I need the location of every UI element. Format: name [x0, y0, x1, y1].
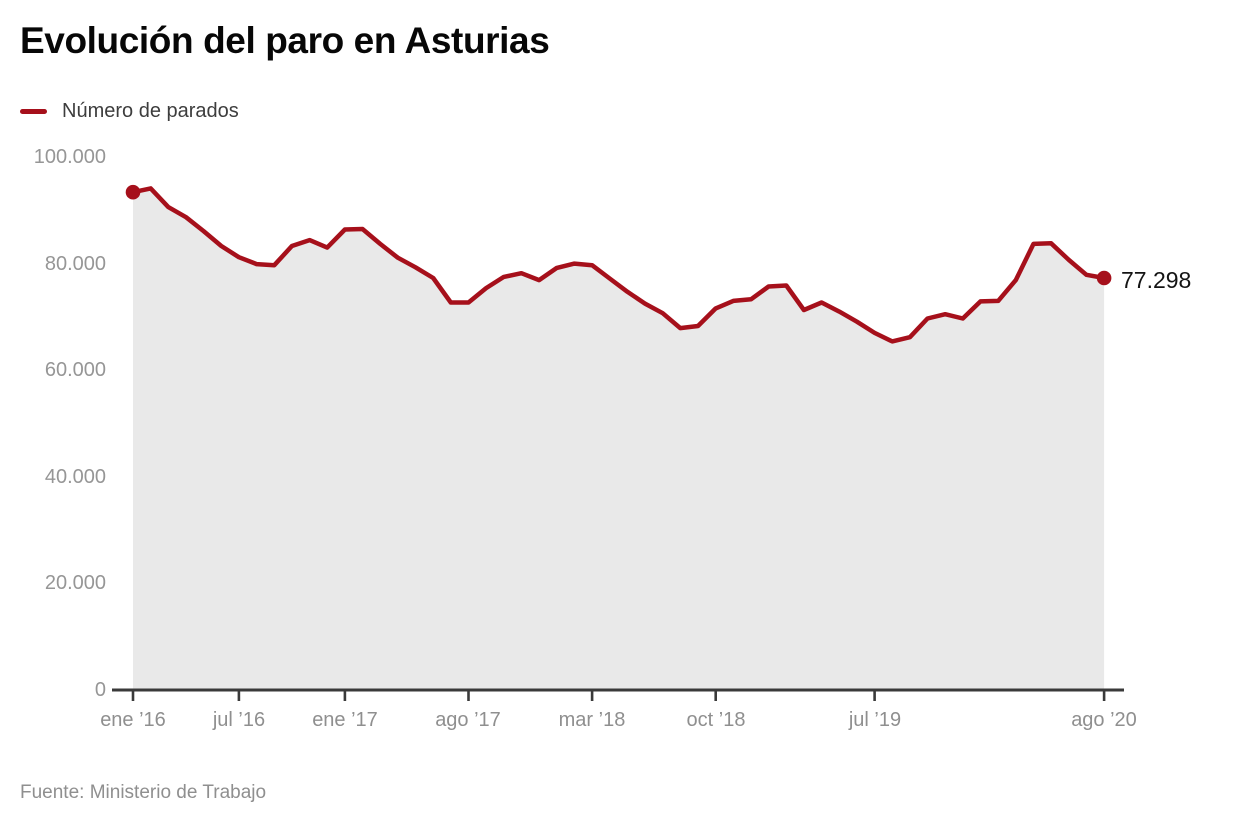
x-axis-label: mar ’18 — [558, 709, 626, 731]
x-axis-label: ago ’17 — [435, 709, 501, 731]
x-axis-label: oct ’18 — [686, 709, 746, 731]
y-axis-label: 80.000 — [44, 252, 106, 275]
page-title: Evolución del paro en Asturias — [20, 20, 550, 61]
x-axis-label: jul ’19 — [848, 709, 902, 731]
trend-line — [130, 186, 1107, 344]
legend-line-swatch — [20, 109, 47, 114]
x-axis-label: ene ’17 — [312, 709, 378, 731]
x-axis-label: ene ’16 — [100, 709, 166, 731]
source-note: Fuente: Ministerio de Trabajo — [20, 782, 267, 803]
y-axis-label: 0 — [94, 679, 106, 701]
y-axis-label: 40.000 — [44, 465, 106, 488]
y-axis-label: 20.000 — [44, 572, 106, 595]
y-axis-label: 100.000 — [33, 146, 106, 168]
end-point-marker — [1096, 270, 1112, 286]
legend: Número de parados — [20, 100, 239, 123]
legend-label: Número de parados — [62, 100, 239, 122]
area-fill — [133, 188, 1105, 690]
x-axis-label: jul ’16 — [212, 709, 266, 731]
start-point-marker — [125, 184, 141, 200]
x-axis-label: ago ’20 — [1071, 709, 1137, 731]
y-axis-label: 60.000 — [44, 359, 106, 382]
end-value-label: 77.298 — [1121, 267, 1192, 293]
